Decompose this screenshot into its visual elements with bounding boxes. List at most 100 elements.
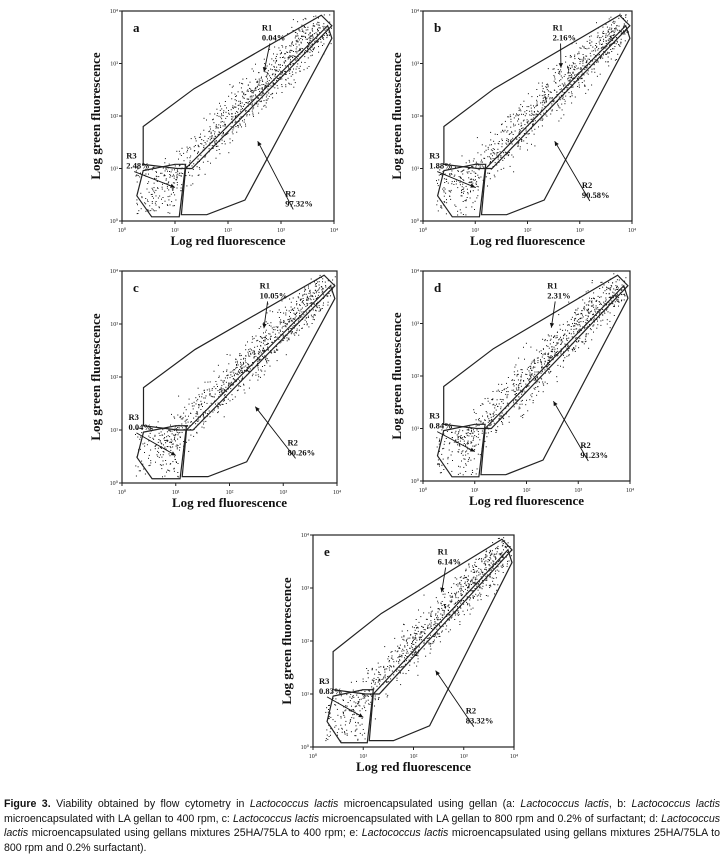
event-dot [285, 73, 287, 75]
event-dot [170, 463, 172, 465]
event-dot [436, 437, 438, 439]
event-dot [224, 123, 226, 125]
event-dot [508, 116, 510, 118]
event-dot [436, 204, 438, 206]
event-dot [618, 29, 620, 31]
event-dot [169, 436, 171, 438]
event-dot [169, 212, 171, 214]
event-dot [209, 393, 211, 395]
event-dot [472, 166, 474, 168]
event-dot [165, 460, 167, 461]
event-dot [437, 608, 439, 610]
event-dot [343, 712, 344, 714]
event-dot [219, 392, 220, 393]
y-tick-label: 10⁴ [110, 9, 118, 15]
event-dot [572, 72, 574, 74]
event-dot [458, 449, 460, 451]
event-dot [400, 656, 402, 657]
event-dot [520, 125, 522, 127]
event-dot [272, 73, 274, 75]
event-dot [531, 393, 533, 395]
event-dot [242, 367, 244, 369]
event-dot [245, 355, 247, 357]
event-dot [213, 370, 215, 372]
event-dot [616, 40, 618, 42]
event-dot [600, 320, 602, 322]
event-dot [364, 702, 366, 704]
event-dot [276, 349, 278, 351]
event-dot [144, 473, 146, 475]
event-dot [136, 166, 138, 168]
event-dot [388, 681, 390, 683]
event-dot [292, 30, 294, 31]
event-dot [203, 129, 205, 131]
event-dot [208, 131, 210, 133]
event-dot [222, 125, 224, 127]
event-dot [229, 138, 231, 140]
event-dot [465, 464, 467, 466]
event-dot [259, 350, 261, 352]
event-dot [506, 391, 508, 393]
event-dot [593, 292, 595, 294]
event-dot [200, 400, 202, 402]
event-dot [469, 197, 471, 199]
event-dot [591, 301, 592, 303]
event-dot [172, 182, 174, 184]
event-dot [195, 415, 197, 417]
event-dot [536, 376, 538, 378]
event-dot [290, 309, 292, 311]
event-dot [204, 392, 205, 393]
event-dot [603, 54, 604, 56]
event-dot [587, 308, 589, 310]
event-dot [229, 142, 231, 144]
event-dot [308, 34, 310, 36]
event-dot [536, 394, 538, 396]
event-dot [312, 292, 314, 294]
event-dot [373, 680, 375, 682]
event-dot [515, 138, 517, 140]
event-dot [475, 473, 477, 475]
event-dot [305, 32, 307, 34]
event-dot [515, 384, 517, 386]
event-dot [225, 403, 227, 404]
event-dot [167, 470, 169, 471]
event-dot [611, 27, 613, 29]
event-dot [530, 367, 532, 369]
event-dot [567, 344, 569, 346]
event-dot [570, 76, 572, 78]
event-dot [250, 98, 252, 100]
event-dot [150, 449, 152, 451]
event-dot [161, 456, 163, 458]
event-dot [314, 41, 316, 43]
event-dot [473, 569, 475, 571]
event-dot [480, 593, 482, 595]
event-dot [269, 310, 271, 312]
event-dot [546, 87, 548, 89]
event-dot [233, 375, 235, 377]
event-dot [228, 110, 229, 111]
event-dot [458, 176, 460, 178]
event-dot [607, 311, 609, 313]
event-dot [448, 618, 450, 620]
event-dot [278, 69, 280, 71]
event-dot [476, 584, 478, 586]
event-dot [236, 131, 238, 133]
event-dot [496, 134, 498, 135]
event-dot [157, 421, 159, 423]
event-dot [288, 321, 290, 323]
event-dot [610, 43, 612, 45]
event-dot [267, 98, 269, 100]
event-dot [280, 330, 281, 332]
event-dot [492, 562, 494, 564]
event-dot [286, 337, 288, 339]
event-dot [271, 341, 273, 343]
event-dot [527, 385, 529, 387]
event-dot [179, 436, 181, 438]
event-dot [243, 389, 245, 391]
gate-r1 [443, 14, 631, 170]
event-dot [508, 416, 510, 418]
event-dot [523, 380, 525, 381]
event-dot [251, 103, 253, 105]
event-dot [591, 84, 593, 86]
event-dot [316, 307, 318, 309]
